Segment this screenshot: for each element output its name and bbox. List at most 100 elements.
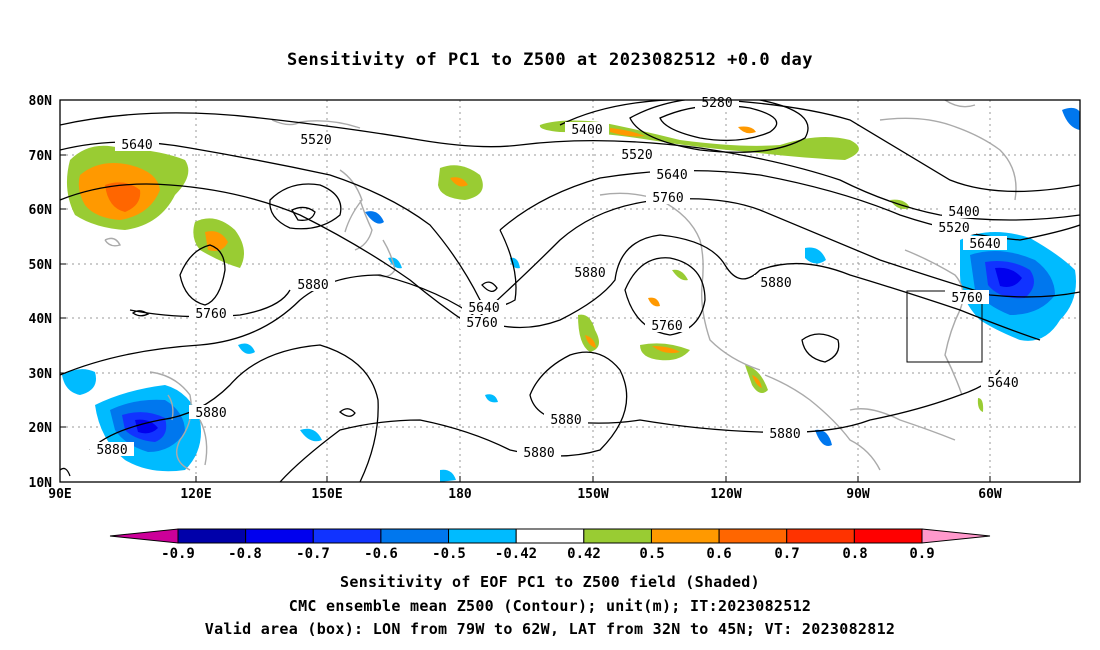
- shade-nw-atlantic-blue: [1062, 107, 1080, 130]
- lat-label: 30N: [29, 367, 53, 382]
- plot-title: Sensitivity of PC1 to Z500 at 2023082512…: [286, 50, 813, 70]
- shade-siberia-dark-orange: [105, 182, 141, 212]
- shade-mongolia-orange: [205, 231, 228, 251]
- map-frame: [59, 99, 1081, 483]
- lon-label: 90E: [48, 487, 71, 502]
- shade-japan-blue: [388, 257, 402, 269]
- contour-5880-south: [279, 351, 1001, 482]
- lat-label: 20N: [29, 421, 53, 436]
- contour-5880-loop1: [269, 183, 342, 230]
- colorbar-label: 0.7: [774, 546, 799, 562]
- shade-low-orange: [648, 297, 660, 307]
- contour-label: 5760: [651, 319, 682, 334]
- axis-ticks: [60, 154, 991, 482]
- colorbar-segment: [380, 528, 450, 544]
- contour-labels: 5280 5400 5520 5520 5640 5640 5640 5760 …: [90, 95, 1025, 461]
- shade-low-green: [672, 269, 688, 281]
- lon-label: 120W: [710, 487, 741, 502]
- contour-label: 5880: [297, 278, 328, 293]
- colorbar-segment: [650, 528, 720, 544]
- contour-label: 5520: [300, 133, 331, 148]
- shade-great-lakes-blue: [805, 247, 826, 264]
- contour-5640-east: [499, 170, 1080, 241]
- lat-label: 40N: [29, 312, 53, 327]
- colorbar-segment: [583, 528, 652, 544]
- contour-5880-loop6: [131, 310, 150, 317]
- contour-5400-inner: [629, 100, 809, 153]
- contour-label: 5760: [195, 307, 226, 322]
- shade-baja-orange: [652, 346, 680, 354]
- contour-5880-loop3: [481, 281, 498, 292]
- contour-5520-east: [519, 140, 1080, 221]
- colorbar-segment: [853, 528, 923, 544]
- shade-scs-deepblue: [135, 419, 158, 434]
- colorbar-segment: [177, 528, 247, 544]
- colorbar-label: 0.8: [842, 546, 867, 562]
- latitude-labels: 80N 70N 60N 50N 40N 30N 20N 10N: [29, 94, 53, 491]
- contour-label: 5760: [466, 316, 497, 331]
- sensitivity-shading: [62, 107, 1080, 482]
- contour-label: 5880: [574, 266, 605, 281]
- contour-5880-loop5: [338, 408, 356, 417]
- shade-atlantic-deepblue: [995, 267, 1022, 287]
- colorbar-label: 0.9: [909, 546, 934, 562]
- shade-arctic-orange: [610, 128, 645, 137]
- lon-label: 150W: [577, 487, 608, 502]
- shade-pac-blue-2: [440, 469, 456, 482]
- lat-label: 50N: [29, 258, 53, 273]
- colorbar-label: -0.5: [432, 546, 466, 562]
- contour-5880-loop7: [60, 467, 71, 477]
- lat-label: 60N: [29, 203, 53, 218]
- contour-label: 5880: [550, 413, 581, 428]
- colorbar-label: 0.42: [567, 546, 601, 562]
- lat-label: 80N: [29, 94, 53, 109]
- contour-label: 5880: [760, 276, 791, 291]
- shade-chukotka-orange: [450, 177, 468, 187]
- footer-line-2: CMC ensemble mean Z500 (Contour); unit(m…: [288, 597, 812, 615]
- shade-india-blue: [62, 369, 96, 395]
- colorbar: [109, 528, 991, 544]
- colorbar-label: -0.9: [161, 546, 195, 562]
- shade-florida-green: [977, 398, 984, 412]
- contour-5760-sw: [129, 289, 291, 318]
- contour-5400: [559, 100, 1080, 193]
- contour-label: 5400: [948, 205, 979, 220]
- contour-5880-loop2: [291, 206, 316, 221]
- contour-label: 5640: [121, 138, 152, 153]
- lat-label: 10N: [29, 476, 53, 491]
- contour-label: 5520: [621, 148, 652, 163]
- colorbar-labels: -0.9 -0.8 -0.7 -0.6 -0.5 -0.42 0.42 0.5 …: [161, 546, 935, 562]
- contour-label: 5880: [523, 446, 554, 461]
- longitude-labels: 90E 120E 150E 180 150W 120W 90W 60W: [48, 487, 1002, 502]
- lon-label: 150E: [311, 487, 342, 502]
- contour-5880-main: [60, 234, 1041, 376]
- colorbar-label: 0.6: [706, 546, 731, 562]
- shade-pacific-green: [578, 314, 599, 352]
- footer-line-1: Sensitivity of EOF PC1 to Z500 field (Sh…: [340, 573, 760, 591]
- lon-label: 180: [448, 487, 472, 502]
- colorbar-label: 0.5: [639, 546, 664, 562]
- contour-label: 5640: [468, 301, 499, 316]
- shade-arctic-orange-2: [738, 126, 756, 134]
- contour-label: 5880: [195, 406, 226, 421]
- lat-label: 70N: [29, 149, 53, 164]
- contour-5640-west: [60, 141, 517, 307]
- contour-label: 5400: [571, 123, 602, 138]
- contour-label: 5760: [951, 291, 982, 306]
- lon-label: 90W: [846, 487, 870, 502]
- colorbar-segment: [448, 528, 517, 544]
- colorbar-segment: [312, 528, 382, 544]
- shade-mexico-orange: [752, 375, 762, 388]
- colorbar-segment: [718, 528, 788, 544]
- contour-label: 5760: [652, 191, 683, 206]
- colorbar-arrow-high: [921, 528, 991, 544]
- colorbar-label: -0.42: [495, 546, 537, 562]
- colorbar-label: -0.8: [228, 546, 262, 562]
- contour-5880-loop4: [801, 333, 840, 363]
- colorbar-label: -0.6: [364, 546, 398, 562]
- shade-pac-blue-3: [485, 394, 498, 403]
- contour-label: 5520: [938, 221, 969, 236]
- lon-label: 120E: [180, 487, 211, 502]
- colorbar-segment: [245, 528, 314, 544]
